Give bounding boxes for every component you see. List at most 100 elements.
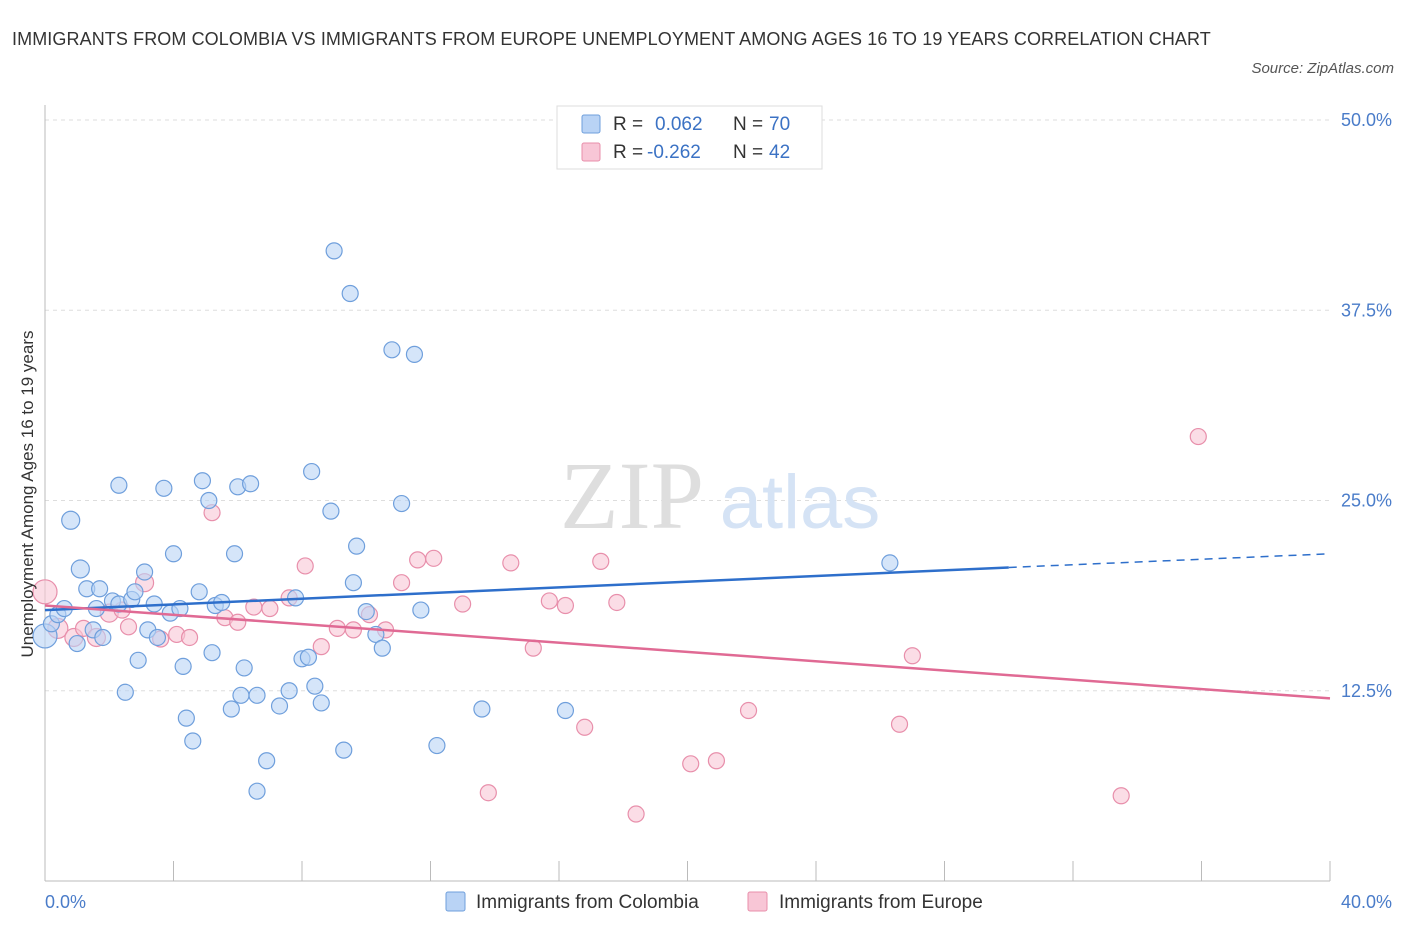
point-colombia-23 — [155, 479, 173, 497]
point-colombia-33 — [203, 644, 221, 662]
point-europe-37 — [682, 755, 700, 773]
point-colombia-68 — [556, 701, 575, 720]
point-europe-26 — [425, 549, 443, 567]
point-europe-21 — [344, 621, 362, 639]
point-europe-20 — [328, 619, 346, 637]
point-colombia-37 — [225, 545, 244, 563]
point-europe-28 — [479, 784, 497, 802]
legend-swatch-colombia — [581, 114, 601, 134]
point-colombia-65 — [412, 601, 430, 619]
point-colombia-36 — [222, 700, 240, 718]
legend-n-label-colombia: N = — [733, 114, 763, 135]
legend-swatch-europe — [581, 142, 601, 162]
point-europe-40 — [890, 715, 909, 733]
point-colombia-27 — [174, 657, 192, 675]
y-tick-label-3: 50.0% — [1341, 110, 1392, 130]
point-europe-43 — [1189, 427, 1207, 446]
point-europe-42 — [1112, 787, 1130, 805]
point-colombia-59 — [357, 603, 375, 621]
point-europe-25 — [409, 551, 427, 569]
point-europe-0 — [32, 579, 58, 605]
point-europe-14 — [229, 613, 247, 631]
point-europe-27 — [454, 595, 472, 613]
point-colombia-66 — [428, 736, 446, 755]
bottom-legend-swatch-colombia — [445, 891, 466, 912]
point-europe-41 — [903, 647, 921, 665]
point-europe-38 — [707, 752, 726, 770]
point-colombia-40 — [235, 659, 253, 677]
watermark-atlas: atlas — [720, 460, 881, 545]
trend-line-extension-colombia — [1008, 553, 1331, 569]
point-colombia-29 — [184, 732, 202, 750]
point-colombia-41 — [242, 475, 260, 493]
point-colombia-49 — [299, 648, 318, 666]
point-europe-11 — [180, 628, 199, 647]
point-colombia-39 — [232, 686, 250, 704]
point-colombia-5 — [68, 634, 86, 653]
y-tick-label-1: 25.0% — [1341, 491, 1392, 511]
bottom-legend: Immigrants from Colombia Immigrants from… — [445, 891, 983, 913]
watermark-zip: ZIP — [560, 442, 704, 549]
legend-r-label-europe: R = — [613, 142, 643, 163]
point-colombia-53 — [322, 502, 340, 520]
point-colombia-11 — [94, 628, 112, 647]
legend-r-value-colombia: 0.062 — [655, 114, 703, 135]
chart-source: Source: ZipAtlas.com — [1251, 60, 1394, 77]
point-colombia-58 — [348, 537, 366, 555]
point-europe-32 — [556, 596, 575, 615]
point-colombia-63 — [392, 494, 411, 513]
point-colombia-43 — [258, 752, 276, 770]
point-colombia-51 — [306, 677, 324, 695]
point-colombia-30 — [190, 583, 208, 601]
point-colombia-56 — [341, 284, 359, 303]
point-colombia-17 — [126, 583, 144, 601]
point-colombia-25 — [164, 545, 183, 563]
point-colombia-61 — [373, 639, 391, 657]
point-colombia-42 — [248, 686, 266, 704]
chart-title: IMMIGRANTS FROM COLOMBIA VS IMMIGRANTS F… — [12, 29, 1211, 49]
legend-box — [556, 105, 823, 170]
y-tick-label-2: 37.5% — [1341, 300, 1392, 320]
y-axis-label: Unemployment Among Ages 16 to 19 years — [18, 331, 37, 658]
point-colombia-15 — [116, 683, 134, 701]
trend-line-europe — [44, 604, 1331, 700]
legend-r-label-colombia: R = — [613, 114, 643, 135]
point-europe-39 — [739, 701, 758, 720]
point-colombia-57 — [344, 574, 362, 592]
point-colombia-10 — [91, 580, 109, 598]
point-europe-34 — [592, 552, 610, 570]
point-colombia-4 — [61, 510, 81, 530]
tick-labels: 12.5% 25.0% 37.5% 50.0% 0.0% 40.0% — [45, 110, 1392, 912]
point-colombia-44 — [248, 782, 266, 800]
point-colombia-67 — [473, 700, 491, 718]
legend-n-value-colombia: 70 — [769, 114, 790, 135]
bottom-legend-label-colombia: Immigrants from Colombia — [476, 892, 699, 913]
point-colombia-55 — [335, 741, 353, 759]
point-europe-31 — [540, 592, 558, 610]
point-europe-33 — [576, 718, 594, 736]
y-tick-label-0: 12.5% — [1341, 681, 1392, 701]
point-europe-36 — [627, 805, 645, 823]
point-europe-24 — [392, 574, 411, 592]
legend-n-label-europe: N = — [733, 142, 763, 163]
point-colombia-32 — [200, 491, 218, 510]
point-colombia-52 — [312, 694, 330, 712]
x-tick-label-1: 40.0% — [1341, 892, 1392, 912]
trend-line-colombia — [44, 566, 1009, 612]
bottom-legend-label-europe: Immigrants from Europe — [779, 892, 983, 913]
grid-lines — [45, 119, 1330, 692]
point-colombia-18 — [129, 651, 147, 669]
point-colombia-22 — [148, 628, 167, 647]
point-colombia-45 — [270, 697, 289, 715]
point-colombia-64 — [405, 345, 424, 363]
legend: R = 0.062 N = 70 R = -0.262 N = 42 — [556, 105, 823, 170]
point-europe-30 — [524, 639, 542, 657]
point-europe-35 — [608, 593, 626, 612]
point-europe-16 — [261, 599, 279, 618]
bottom-legend-swatch-europe — [747, 891, 768, 912]
point-colombia-31 — [193, 472, 212, 490]
axes — [44, 105, 1331, 882]
trend-lines — [44, 553, 1331, 700]
x-tick-label-0: 0.0% — [45, 892, 86, 912]
